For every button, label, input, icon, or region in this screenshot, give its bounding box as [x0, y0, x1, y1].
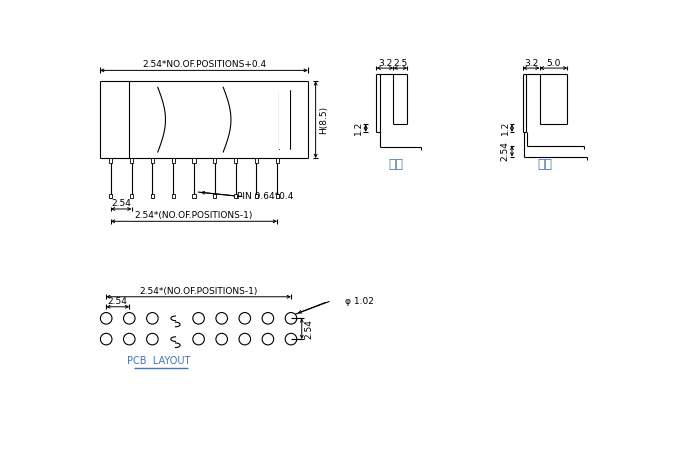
Text: 单排: 单排 — [389, 158, 403, 171]
Bar — [214, 194, 216, 198]
Text: PIN 0.64*0.4: PIN 0.64*0.4 — [237, 192, 294, 201]
Bar — [172, 158, 175, 163]
Bar — [109, 194, 112, 198]
Text: 1.2: 1.2 — [354, 121, 363, 135]
Bar — [193, 194, 195, 198]
Bar — [279, 90, 290, 149]
Text: 3.2: 3.2 — [378, 59, 392, 68]
Text: 2.54: 2.54 — [304, 319, 313, 339]
Text: 2.54: 2.54 — [108, 297, 127, 306]
Text: 2.54*(NO.OF.POSITIONS-1): 2.54*(NO.OF.POSITIONS-1) — [135, 211, 253, 220]
Bar — [276, 158, 279, 163]
Bar — [234, 158, 237, 163]
Text: 2.54*NO.OF.POSITIONS+0.4: 2.54*NO.OF.POSITIONS+0.4 — [142, 60, 266, 70]
Bar — [276, 194, 279, 198]
Text: 2.54*(NO.OF.POSITIONS-1): 2.54*(NO.OF.POSITIONS-1) — [139, 287, 258, 296]
Text: 2.5: 2.5 — [393, 59, 407, 68]
Text: 1.2: 1.2 — [500, 121, 510, 135]
Bar — [151, 158, 154, 163]
Text: H(8.5): H(8.5) — [318, 106, 328, 134]
Bar — [234, 194, 237, 198]
Text: φ 1.02: φ 1.02 — [345, 297, 374, 306]
Bar — [255, 194, 258, 198]
Text: 2.54: 2.54 — [111, 199, 131, 208]
Bar — [151, 194, 154, 198]
Bar — [130, 194, 133, 198]
Bar — [193, 158, 195, 163]
Text: PCB  LAYOUT: PCB LAYOUT — [127, 356, 190, 365]
Bar — [214, 158, 216, 163]
Text: 5.0: 5.0 — [547, 59, 561, 68]
Text: 3.2: 3.2 — [524, 59, 538, 68]
Bar — [109, 158, 112, 163]
Bar — [172, 194, 175, 198]
Bar — [255, 158, 258, 163]
Text: 双排: 双排 — [538, 158, 552, 171]
Text: 2.54: 2.54 — [500, 141, 510, 161]
Bar — [130, 158, 133, 163]
